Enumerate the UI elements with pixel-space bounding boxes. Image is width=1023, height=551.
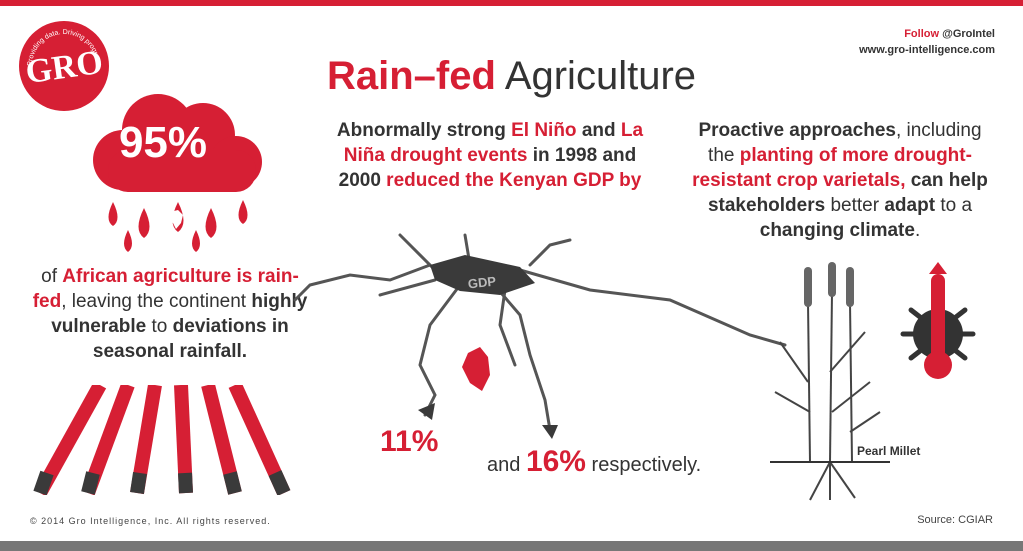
- right-text-seg: planting of more drought-resistant crop …: [692, 145, 972, 191]
- left-text-seg: , leaving the continent: [61, 291, 252, 312]
- right-text-seg: , including the: [708, 120, 982, 166]
- right-text-seg: adapt: [884, 195, 936, 216]
- right-text-seg: can help: [910, 170, 988, 191]
- follow-block: Follow @GroIntel www.gro-intelligence.co…: [859, 26, 995, 58]
- gdp-crack-graphic: GDP: [293, 233, 787, 439]
- percent-16: 16%: [525, 445, 586, 478]
- field-furrows-icon: [33, 385, 291, 495]
- percent-16-line: and 16% respectively.: [487, 445, 701, 479]
- pearl-millet-label: Pearl Millet: [857, 444, 921, 458]
- and-label: and: [487, 454, 521, 476]
- crack-gdp-label: GDP: [467, 274, 497, 292]
- left-text-seg: African agriculture is rain-fed: [32, 266, 299, 312]
- arrow-right-icon: [542, 425, 558, 439]
- rain-cloud-icon: [93, 94, 262, 252]
- left-text-seg: to: [146, 316, 173, 337]
- right-text-seg: .: [914, 220, 921, 241]
- left-description: of African agriculture is rain-fed, leav…: [30, 264, 310, 364]
- mid-text-seg: El Niño: [511, 120, 577, 141]
- arrow-left-icon: [418, 403, 435, 420]
- source-text: Source: CGIAR: [917, 514, 993, 526]
- twitter-handle[interactable]: @GroIntel: [942, 28, 995, 40]
- bottom-bar: [0, 541, 1023, 551]
- mid-text-seg: and: [597, 145, 637, 166]
- top-accent-bar: [0, 0, 1023, 6]
- middle-description: Abnormally strong El Niño and La Niña dr…: [325, 118, 655, 193]
- left-text-seg: of: [41, 266, 63, 287]
- gro-logo: GRO Providing data. Driving progress.: [18, 20, 109, 111]
- mid-text-seg: Abnormally strong: [336, 120, 512, 141]
- page-title: Rain–fed Agriculture: [0, 52, 1023, 100]
- left-text-seg: highly vulnerable: [51, 291, 308, 337]
- africa-icon: [169, 210, 183, 229]
- left-text-seg: deviations in seasonal rainfall.: [92, 316, 289, 362]
- kenya-map-icon: [462, 347, 490, 391]
- pearl-millet-plant-icon: [770, 262, 890, 501]
- mid-text-seg: and: [576, 120, 621, 141]
- website-link[interactable]: www.gro-intelligence.com: [859, 44, 995, 56]
- percent-95: 95%: [118, 118, 208, 167]
- right-text-seg: Proactive approaches: [698, 120, 896, 141]
- mid-text-seg: reduced the Kenyan GDP by: [380, 170, 642, 191]
- right-text-seg: better: [825, 195, 885, 216]
- right-text-seg: to a: [935, 195, 973, 216]
- mid-text-seg: 2000: [338, 170, 381, 191]
- right-description: Proactive approaches, including the plan…: [690, 118, 990, 243]
- mid-text-seg: in: [527, 145, 555, 166]
- mid-text-seg: 1998: [554, 145, 598, 166]
- title-agriculture: Agriculture: [504, 54, 697, 98]
- percent-11: 11%: [380, 425, 439, 458]
- right-text-seg: stakeholders: [707, 195, 826, 216]
- copyright-text: © 2014 Gro Intelligence, Inc. All rights…: [30, 516, 271, 526]
- right-text-seg: changing climate: [759, 220, 915, 241]
- mid-text-seg: La Niña drought events: [343, 120, 644, 166]
- title-rainfed: Rain–fed: [326, 54, 496, 98]
- thermometer-icon: [900, 262, 976, 379]
- follow-label: Follow: [904, 28, 940, 40]
- respectively-label: respectively.: [591, 454, 702, 476]
